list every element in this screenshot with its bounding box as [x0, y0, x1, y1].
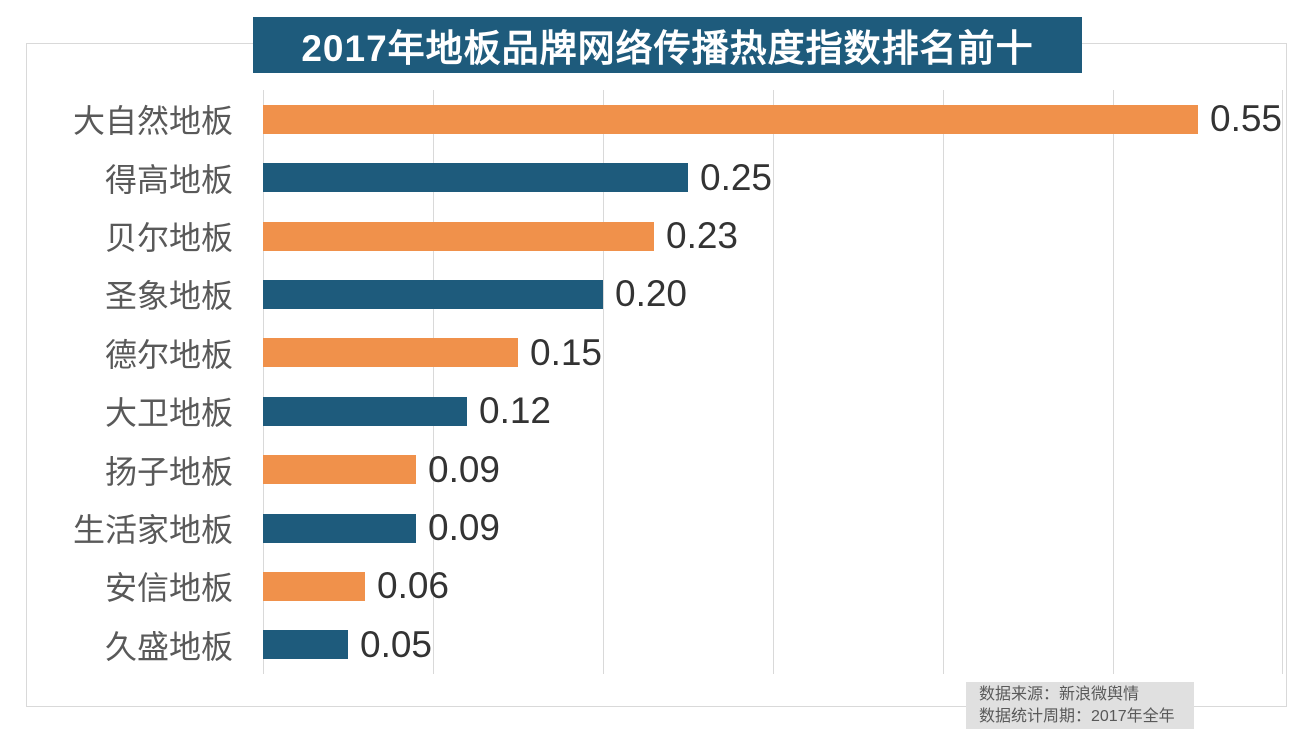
chart-frame: 大自然地板 0.55 得高地板 0.25 贝尔地板 0.23 圣象地板 0.20 德尔地板 0.1…	[26, 43, 1287, 707]
value-label: 0.15	[530, 331, 603, 373]
bar	[263, 396, 467, 426]
value-label: 0.09	[428, 448, 501, 490]
bar	[263, 630, 348, 660]
bar-row: 大自然地板 0.55	[27, 90, 1286, 148]
bar-row: 德尔地板 0.15	[27, 324, 1286, 382]
bar-row: 得高地板 0.25	[27, 148, 1286, 206]
source-note-line1: 数据来源：新浪微舆情	[979, 686, 1140, 703]
source-note-box: 数据来源：新浪微舆情 数据统计周期：2017年全年	[966, 682, 1194, 729]
chart-title-banner: 2017年地板品牌网络传播热度指数排名前十	[253, 17, 1082, 73]
value-label: 0.55	[1210, 98, 1283, 140]
source-note-line2: 数据统计周期：2017年全年	[979, 708, 1175, 725]
value-label: 0.09	[428, 507, 501, 549]
category-label: 得高地板	[104, 161, 233, 198]
bar	[263, 279, 603, 309]
category-label: 贝尔地板	[104, 220, 233, 257]
bar	[263, 163, 688, 193]
bar-row: 圣象地板 0.20	[27, 265, 1286, 323]
bar	[263, 338, 518, 368]
bar	[263, 571, 365, 601]
bar-row: 大卫地板 0.12	[27, 382, 1286, 440]
bar	[263, 455, 416, 485]
value-label: 0.20	[615, 273, 688, 315]
bar-row: 扬子地板 0.09	[27, 440, 1286, 498]
bar-rows-container: 大自然地板 0.55 得高地板 0.25 贝尔地板 0.23 圣象地板 0.20 德尔地板 0.1…	[27, 90, 1286, 674]
bar	[263, 513, 416, 543]
category-label: 圣象地板	[104, 278, 233, 315]
value-label: 0.25	[700, 156, 773, 198]
value-label: 0.23	[666, 215, 739, 257]
bar	[263, 221, 654, 251]
category-label: 安信地板	[104, 570, 233, 607]
category-label: 德尔地板	[104, 336, 233, 373]
bar-row: 久盛地板 0.05	[27, 616, 1286, 674]
bar-row: 安信地板 0.06	[27, 557, 1286, 615]
bar-row: 生活家地板 0.09	[27, 499, 1286, 557]
value-label: 0.12	[479, 390, 552, 432]
chart-title: 2017年地板品牌网络传播热度指数排名前十	[301, 28, 1034, 69]
category-label: 生活家地板	[72, 512, 233, 549]
value-label: 0.05	[360, 623, 433, 665]
category-label: 大自然地板	[72, 103, 233, 140]
bar-row: 贝尔地板 0.23	[27, 207, 1286, 265]
category-label: 大卫地板	[104, 395, 233, 432]
bar	[263, 104, 1198, 134]
category-label: 久盛地板	[104, 628, 233, 665]
value-label: 0.06	[377, 565, 450, 607]
category-label: 扬子地板	[104, 453, 233, 490]
